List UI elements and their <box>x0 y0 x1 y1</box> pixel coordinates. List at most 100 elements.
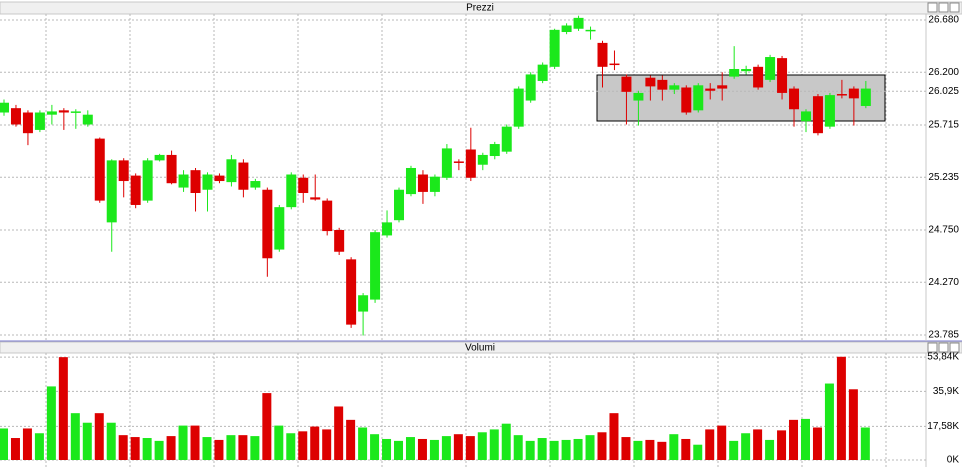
candle-body <box>286 174 297 208</box>
candle-body <box>537 64 548 81</box>
volume-bar <box>777 430 787 460</box>
volume-bar <box>417 438 427 460</box>
volume-bar <box>130 437 140 460</box>
y-tick-label: 26.680 <box>928 15 959 26</box>
volume-bar <box>346 419 356 460</box>
volume-bar <box>537 438 547 460</box>
y-tick-label: 26.200 <box>928 67 959 78</box>
volume-bar <box>573 438 583 460</box>
volume-bar <box>94 413 104 460</box>
volume-bar <box>190 425 200 460</box>
candle-body <box>370 232 381 300</box>
price-title: Prezzi <box>466 3 494 14</box>
candle-body <box>166 154 177 184</box>
candle-body <box>429 176 440 192</box>
volume-bar <box>561 439 571 460</box>
price-header <box>0 1 962 15</box>
volume-bar <box>34 433 44 460</box>
vertical-grid <box>45 14 887 467</box>
candle-body <box>633 92 644 101</box>
candle-body <box>94 138 105 201</box>
volume-bar <box>286 433 296 460</box>
highlight-box <box>596 74 886 122</box>
volume-bar <box>154 440 164 460</box>
volume-bar <box>717 425 727 460</box>
y-tick-label: 26.025 <box>928 86 959 97</box>
y-tick-label: 25.715 <box>928 120 959 131</box>
volume-bar <box>453 434 463 460</box>
button[interactable] <box>949 342 960 353</box>
candle-body <box>645 77 656 87</box>
volume-bar <box>10 438 20 460</box>
candle-body <box>693 85 704 111</box>
candle-body <box>310 197 321 200</box>
volume-bar <box>549 440 559 460</box>
candle-body <box>789 88 800 110</box>
volume-bar <box>46 386 56 460</box>
candle-body <box>154 154 165 161</box>
volume-bar <box>58 357 68 460</box>
candle-body <box>741 68 752 72</box>
button[interactable] <box>927 2 938 13</box>
candle-body <box>597 42 608 67</box>
volume-bar <box>525 440 535 460</box>
volume-header <box>0 341 962 354</box>
volume-bar <box>501 423 511 460</box>
volume-bar <box>681 438 691 460</box>
y-tick-label: 53,84K <box>927 352 959 363</box>
volume-bar <box>585 435 595 460</box>
candle-body <box>178 174 189 188</box>
button[interactable] <box>938 342 949 353</box>
volume-bar <box>405 437 415 460</box>
candle-body <box>274 207 285 250</box>
candle-body <box>621 76 632 92</box>
candle-body <box>441 148 452 178</box>
candle-body <box>549 29 560 67</box>
volume-bar <box>334 406 344 460</box>
candle-body <box>34 112 45 130</box>
volume-bar <box>489 429 499 460</box>
candle-body <box>22 112 33 134</box>
volume-bar <box>741 433 751 460</box>
volume-bar <box>358 427 368 460</box>
y-tick-label: 25.235 <box>928 172 959 183</box>
volume-bar <box>82 422 92 460</box>
candle-body <box>46 111 57 115</box>
volume-bar <box>812 427 822 460</box>
volume-bar <box>848 389 858 460</box>
volume-bar <box>274 425 284 460</box>
volume-bar <box>824 383 834 460</box>
y-tick-label: 35,9K <box>933 386 959 397</box>
volume-bar <box>477 432 487 460</box>
candle-body <box>226 159 237 183</box>
candle-body <box>190 170 201 194</box>
candle-body <box>669 85 680 90</box>
volume-bar <box>753 429 763 460</box>
volume-bar <box>657 441 667 460</box>
candle-body <box>453 161 464 163</box>
window-buttons <box>927 2 960 353</box>
volume-bar <box>669 434 679 460</box>
volume-bar <box>609 413 619 460</box>
volume-bar <box>765 439 775 460</box>
candle-body <box>0 102 9 113</box>
candle-body <box>848 88 859 99</box>
volume-bar <box>214 439 224 460</box>
button[interactable] <box>949 2 960 13</box>
candle-body <box>58 110 69 113</box>
volume-bar <box>705 429 715 460</box>
candle-body <box>800 111 811 122</box>
candle-body <box>824 95 835 127</box>
candle-body <box>250 181 261 188</box>
volume-bar <box>106 422 116 460</box>
button[interactable] <box>927 342 938 353</box>
volume-bar <box>310 426 320 460</box>
volume-bar <box>250 436 260 460</box>
volume-bar <box>142 438 152 460</box>
volume-bar <box>322 429 332 460</box>
candle-body <box>477 154 488 165</box>
volume-bar <box>441 436 451 460</box>
candle-body <box>394 189 405 221</box>
button[interactable] <box>938 2 949 13</box>
